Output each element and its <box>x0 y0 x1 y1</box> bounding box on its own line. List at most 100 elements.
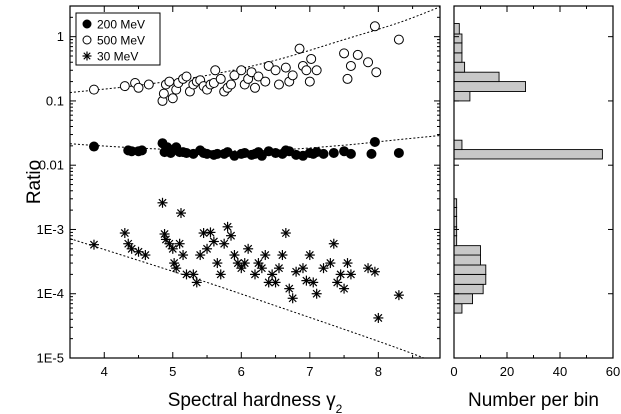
x-tick-label: 5 <box>169 364 176 379</box>
data-point <box>236 263 247 274</box>
data-point <box>202 243 213 254</box>
histogram-bar <box>453 91 471 102</box>
data-point <box>369 136 380 147</box>
data-point <box>239 258 250 269</box>
data-point <box>174 238 185 249</box>
data-point <box>88 141 99 152</box>
data-point <box>178 250 189 261</box>
data-point <box>373 312 384 323</box>
histogram-bar <box>453 33 463 44</box>
histogram-bar <box>453 42 463 54</box>
data-point <box>342 258 353 269</box>
data-point <box>287 293 298 304</box>
y-tick-label: 1E-3 <box>37 222 64 237</box>
data-point <box>328 147 339 158</box>
data-point <box>191 277 202 288</box>
data-point <box>311 288 322 299</box>
y-tick-label: 1E-4 <box>37 286 64 301</box>
x-tick-label: 6 <box>238 364 245 379</box>
data-point <box>167 243 178 254</box>
legend: 200 MeV 500 MeV 30 MeV <box>75 12 161 66</box>
data-point <box>352 49 363 60</box>
hist-x-tick-label: 60 <box>606 364 620 379</box>
data-point <box>88 84 99 95</box>
data-point <box>284 283 295 294</box>
histogram-bar <box>453 303 463 314</box>
data-point <box>250 82 260 93</box>
data-point <box>195 250 206 261</box>
hist-x-tick-label: 0 <box>450 364 457 379</box>
data-point <box>176 208 186 219</box>
data-point <box>267 269 278 280</box>
y-tick-label: 0.01 <box>39 158 64 173</box>
data-point <box>157 197 168 208</box>
histogram-bar <box>453 283 484 295</box>
data-point <box>226 79 237 90</box>
data-point <box>212 258 223 269</box>
x-axis-title: Spectral hardness γ2 <box>168 390 343 414</box>
data-point <box>256 150 267 161</box>
data-point <box>280 228 291 239</box>
data-point <box>164 76 175 87</box>
legend-label: 500 MeV <box>97 34 145 48</box>
data-point <box>369 266 380 277</box>
data-point <box>229 250 240 261</box>
data-point <box>297 263 308 274</box>
histogram-bar <box>453 273 487 285</box>
data-point <box>301 65 312 76</box>
hist-x-tick-label: 40 <box>553 364 567 379</box>
data-point <box>308 277 319 288</box>
histogram-bar <box>453 23 460 35</box>
data-point <box>335 269 346 280</box>
histogram-bar <box>453 245 481 256</box>
data-point <box>294 43 305 54</box>
data-point <box>325 258 336 269</box>
data-point <box>119 81 130 92</box>
data-point <box>318 263 329 274</box>
data-point <box>198 228 209 239</box>
histogram-plot: 0 20 40 60 Number per bin <box>450 5 620 411</box>
data-point <box>332 277 343 288</box>
data-point <box>304 76 315 87</box>
histogram-bar <box>453 139 463 151</box>
data-point <box>133 82 144 93</box>
data-point <box>243 243 254 254</box>
data-point <box>256 263 267 274</box>
series-1 <box>70 6 440 106</box>
data-point <box>306 53 317 64</box>
data-point <box>171 263 182 274</box>
data-point <box>366 148 377 159</box>
data-point <box>339 283 350 294</box>
data-point <box>304 250 315 261</box>
data-point <box>226 230 237 241</box>
series-0 <box>70 135 440 161</box>
data-point <box>88 239 99 250</box>
plot-frame <box>69 5 441 359</box>
data-point <box>363 57 374 68</box>
data-point <box>208 236 219 247</box>
data-point <box>280 62 291 73</box>
data-point <box>345 269 356 280</box>
data-point <box>287 70 298 81</box>
data-point <box>260 250 271 261</box>
x-tick-label: 8 <box>375 364 382 379</box>
data-point <box>270 277 281 288</box>
data-point <box>136 145 147 156</box>
hist-x-tick-label: 20 <box>500 364 514 379</box>
x-tick-label: 7 <box>306 364 313 379</box>
legend-marker <box>82 19 92 29</box>
data-point <box>371 67 382 78</box>
histogram-bar <box>453 254 481 266</box>
data-point <box>345 60 356 71</box>
data-point <box>215 269 226 280</box>
data-point <box>277 250 288 261</box>
data-point <box>369 21 380 32</box>
data-point <box>123 238 134 249</box>
data-point <box>229 70 240 81</box>
histogram-bar <box>453 52 463 63</box>
legend-marker <box>82 35 92 45</box>
data-point <box>181 71 192 82</box>
series-2 <box>70 197 426 358</box>
data-point <box>342 73 353 84</box>
data-point <box>311 65 322 76</box>
